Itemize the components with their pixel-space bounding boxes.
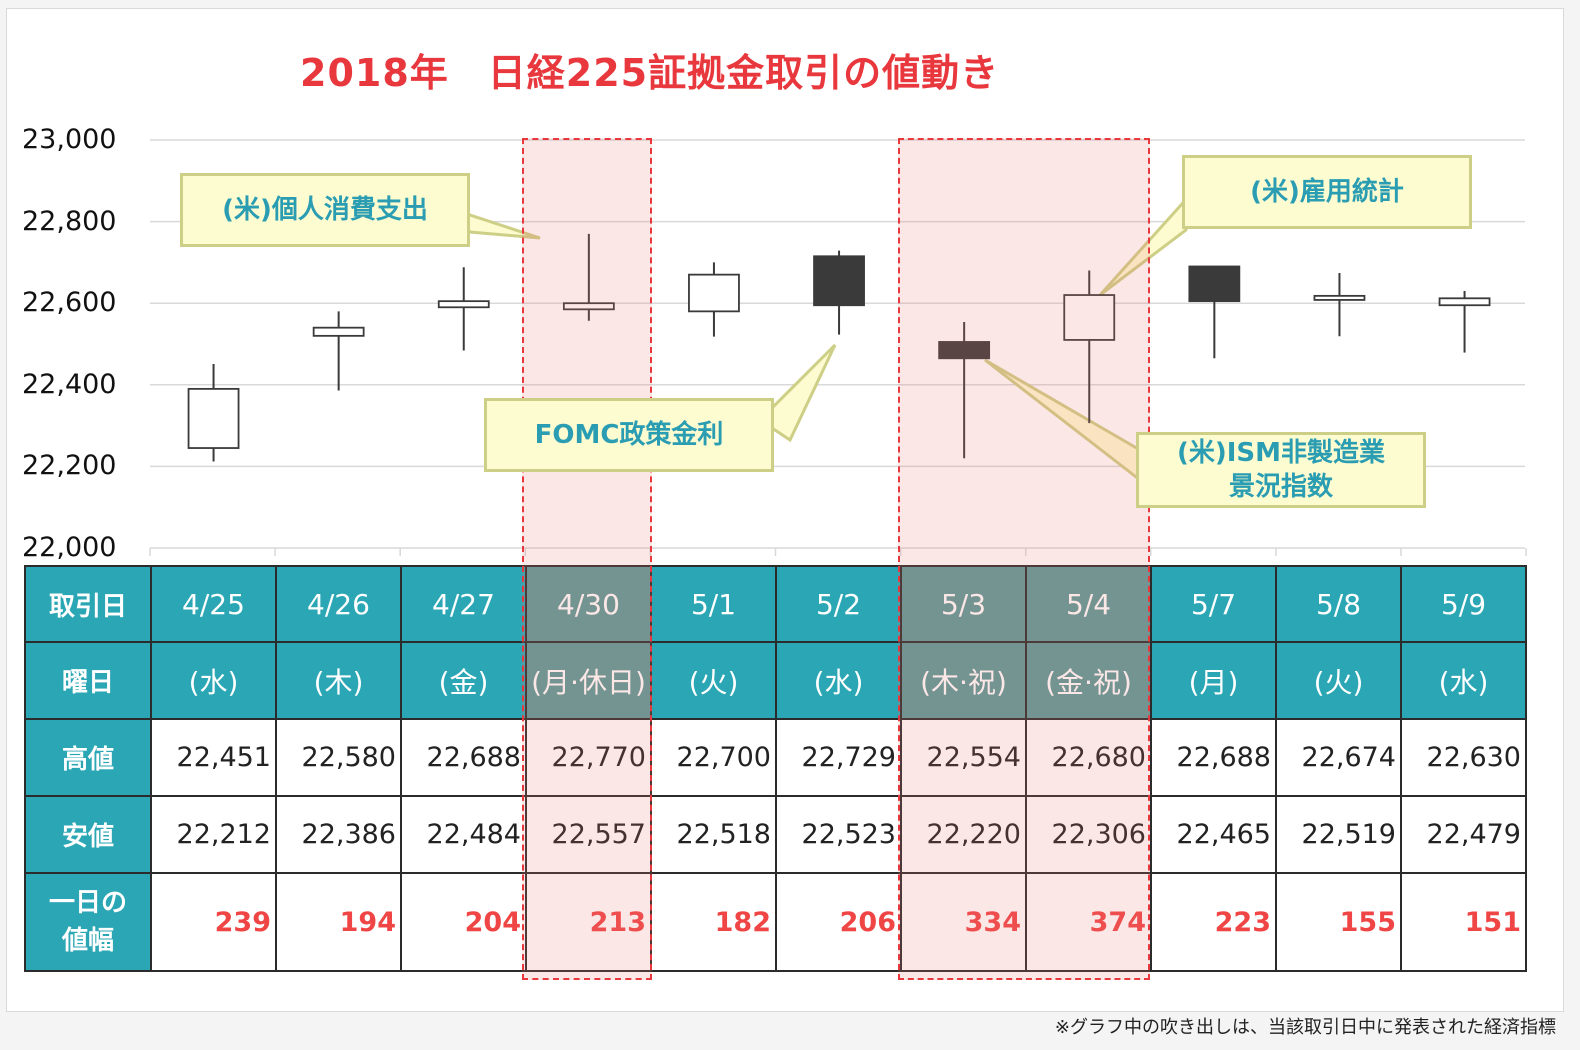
callout-employment-text: (米)雇用統計 [1250,177,1404,207]
weekday-cell: (水) [775,641,902,720]
range-cell: 151 [1400,872,1527,972]
callout-ism: (米)ISM非製造業 景況指数 [1136,432,1426,508]
date-cell: 5/2 [775,565,902,643]
row-header-date: 取引日 [24,565,152,643]
low-cell: 22,306 [1025,795,1152,874]
callout-personal-spending: (米)個人消費支出 [180,173,470,247]
range-cell: 155 [1275,872,1402,972]
high-cell: 22,688 [400,718,527,797]
table-row-ranges: 一日の 値幅 239 194 204 213 182 206 334 374 223 155 151 [24,872,1527,972]
low-cell: 22,484 [400,795,527,874]
callout-pointer-employment [1098,190,1193,297]
high-cell: 22,580 [275,718,402,797]
row-header-low: 安値 [24,795,152,874]
row-header-range-line2: 値幅 [61,926,114,956]
low-cell: 22,523 [775,795,902,874]
callout-ism-line1: (米)ISM非製造業 [1176,438,1386,468]
candle-body [938,341,991,360]
high-cell: 22,729 [775,718,902,797]
date-cell: 4/25 [150,565,277,643]
range-cell: 334 [900,872,1027,972]
weekday-cell: (金) [400,641,527,720]
range-cell: 239 [150,872,277,972]
weekday-cell: (木·祝) [900,641,1027,720]
date-cell: 4/26 [275,565,402,643]
candle-body [1438,297,1491,307]
low-cell: 22,479 [1400,795,1527,874]
weekday-cell: (木) [275,641,402,720]
range-cell: 374 [1025,872,1152,972]
low-cell: 22,465 [1150,795,1277,874]
callout-fomc-text: FOMC政策金利 [534,420,724,450]
callout-fomc: FOMC政策金利 [484,398,774,472]
y-tick-label: 22,200 [22,450,117,482]
callout-employment: (米)雇用統計 [1182,155,1472,229]
chart-title: 2018年 日経225証拠金取引の値動き [300,51,1000,95]
low-cell: 22,386 [275,795,402,874]
y-tick-label: 22,600 [22,287,117,319]
high-cell: 22,554 [900,718,1027,797]
candle-body [562,302,615,311]
table-row-weekdays: 曜日 (水) (木) (金) (月·休日) (火) (水) (木·祝) (金·祝) (月) (火)… [24,641,1527,720]
weekday-cell: (金·祝) [1025,641,1152,720]
candle-body [1313,294,1366,301]
callout-personal-spending-text: (米)個人消費支出 [222,195,428,225]
date-cell: 5/7 [1150,565,1277,643]
callout-pointer-fomc [757,343,837,443]
callout-ism-line2: 景況指数 [1228,472,1333,502]
date-cell: 5/9 [1400,565,1527,643]
low-cell: 22,557 [525,795,652,874]
weekday-cell: (月) [1150,641,1277,720]
y-tick-label: 23,000 [22,124,117,155]
weekday-cell: (月·休日) [525,641,652,720]
candle-body [688,273,740,313]
callout-pointer-ism [984,358,1142,484]
high-cell: 22,680 [1025,718,1152,797]
date-cell: 5/3 [900,565,1027,643]
range-cell: 204 [400,872,527,972]
footnote: ※グラフ中の吹き出しは、当該取引日中に発表された経済指標 [1054,1017,1556,1038]
weekday-cell: (火) [650,641,777,720]
candle-body [1188,265,1241,303]
high-cell: 22,700 [650,718,777,797]
high-cell: 22,688 [1150,718,1277,797]
table-row-highs: 高値 22,451 22,580 22,688 22,770 22,700 22,729 2… [24,718,1527,797]
y-tick-label: 22,400 [22,368,117,400]
candle-body [187,387,240,449]
date-cell: 5/4 [1025,565,1152,643]
weekday-cell: (水) [150,641,277,720]
low-cell: 22,220 [900,795,1027,874]
date-cell: 4/30 [525,565,652,643]
weekday-cell: (水) [1400,641,1527,720]
row-header-range-line1: 一日の [48,888,127,918]
range-cell: 223 [1150,872,1277,972]
row-header-high: 高値 [24,718,152,797]
low-cell: 22,519 [1275,795,1402,874]
date-cell: 4/27 [400,565,527,643]
high-cell: 22,770 [525,718,652,797]
high-cell: 22,630 [1400,718,1527,797]
low-cell: 22,518 [650,795,777,874]
date-cell: 5/8 [1275,565,1402,643]
range-cell: 194 [275,872,402,972]
y-tick-label: 22,000 [22,532,117,563]
weekday-cell: (火) [1275,641,1402,720]
candle-body [312,326,365,337]
low-cell: 22,212 [150,795,277,874]
row-header-range: 一日の 値幅 [24,872,152,972]
high-cell: 22,451 [150,718,277,797]
candle-body [813,255,865,307]
range-cell: 213 [525,872,652,972]
table-row-lows: 安値 22,212 22,386 22,484 22,557 22,518 22,523 2… [24,795,1527,874]
range-cell: 182 [650,872,777,972]
table-row-dates: 取引日 4/25 4/26 4/27 4/30 5/1 5/2 5/3 5/4 5/7 5/8 5/… [24,565,1527,643]
candle-body [437,300,490,309]
price-table: 取引日 4/25 4/26 4/27 4/30 5/1 5/2 5/3 5/4 5/7 5/8 5/… [24,565,1527,972]
row-header-weekday: 曜日 [24,641,152,720]
y-tick-label: 22,800 [22,205,117,237]
high-cell: 22,674 [1275,718,1402,797]
range-cell: 206 [775,872,902,972]
candle-body [1063,294,1116,341]
date-cell: 5/1 [650,565,777,643]
